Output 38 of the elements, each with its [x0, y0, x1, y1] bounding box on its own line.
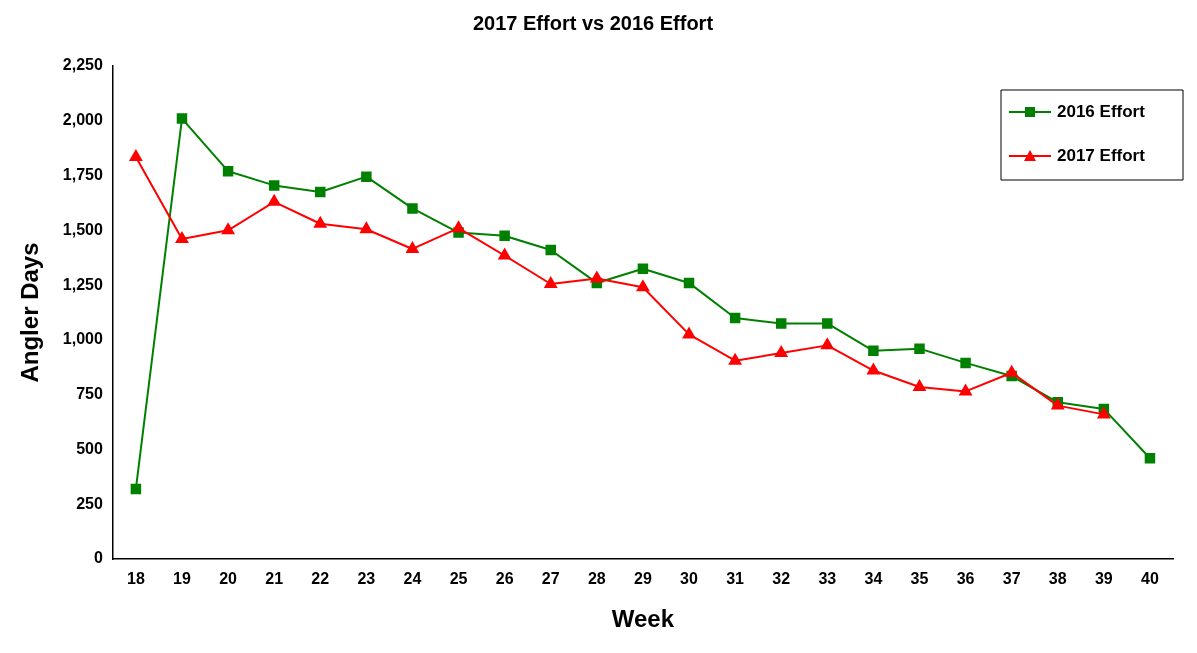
x-tick-label: 21	[265, 570, 284, 588]
x-tick-label: 20	[219, 570, 238, 588]
y-tick-label: 1,750	[62, 165, 103, 183]
x-tick-label: 26	[495, 570, 514, 588]
x-tick-label: 19	[173, 570, 191, 588]
x-tick-label: 37	[1002, 570, 1021, 588]
legend-label: 2016 Effort	[1057, 101, 1146, 121]
x-tick-label: 38	[1048, 570, 1067, 588]
y-axis-title: Angler Days	[16, 242, 44, 383]
x-tick-label: 31	[726, 570, 745, 588]
x-tick-label: 29	[634, 570, 652, 588]
x-tick-label: 18	[126, 570, 145, 588]
x-tick-label: 22	[311, 570, 330, 588]
y-tick-label: 1,000	[62, 330, 103, 348]
legend-label: 2017 Effort	[1057, 145, 1146, 165]
y-tick-label: 1,250	[62, 275, 103, 293]
x-tick-label: 32	[772, 570, 791, 588]
y-tick-label: 2,000	[62, 111, 103, 129]
x-tick-label: 40	[1141, 570, 1159, 588]
x-tick-label: 30	[680, 570, 699, 588]
chart-title: 2017 Effort vs 2016 Effort	[472, 11, 714, 34]
x-tick-label: 27	[541, 570, 560, 588]
x-tick-label: 35	[910, 570, 929, 588]
x-tick-label: 36	[956, 570, 975, 588]
x-tick-label: 23	[357, 570, 376, 588]
y-tick-label: 750	[76, 385, 103, 403]
x-axis-title: Week	[611, 605, 675, 633]
x-tick-label: 24	[403, 570, 422, 588]
y-tick-label: 2,250	[62, 56, 103, 74]
x-tick-label: 33	[818, 570, 837, 588]
y-tick-label: 1,500	[62, 220, 103, 238]
x-tick-label: 39	[1094, 570, 1113, 588]
x-tick-label: 34	[864, 570, 883, 588]
x-tick-label: 28	[587, 570, 606, 588]
y-tick-label: 500	[76, 439, 103, 457]
y-tick-label: 250	[76, 494, 103, 512]
y-tick-label: 0	[93, 549, 103, 567]
x-tick-label: 25	[449, 570, 468, 588]
